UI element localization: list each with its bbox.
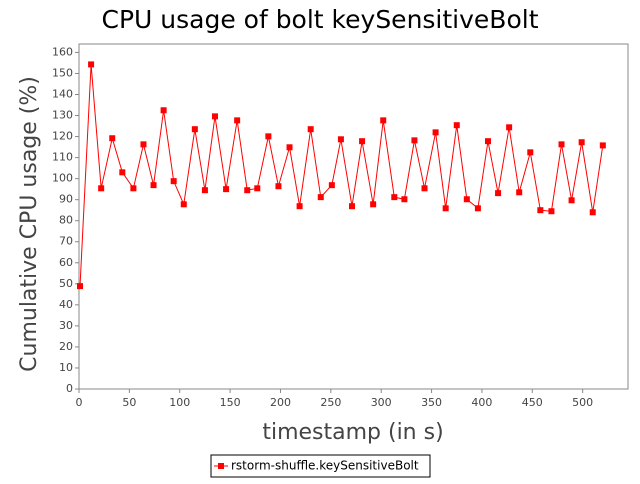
y-tick-label: 70 [59,235,73,248]
point [234,117,241,124]
x-tick-label: 500 [572,396,593,409]
y-tick-label: 150 [52,66,73,79]
point [401,196,408,203]
point [453,122,460,129]
y-tick-label: 20 [59,340,73,353]
x-tick-label: 0 [76,396,83,409]
point [527,149,534,156]
point [442,205,449,212]
point [286,144,293,151]
y-tick-label: 50 [59,277,73,290]
point [296,203,303,210]
point [516,189,523,196]
point [223,186,230,193]
point [275,183,282,190]
y-tick-label: 130 [52,109,73,122]
point [568,197,575,204]
point [254,185,261,192]
legend-label: rstorm-shuffle.keySensitiveBolt [231,459,419,473]
y-tick-label: 40 [59,298,73,311]
x-tick-label: 100 [169,396,190,409]
y-axis-label: Cumulative CPU usage (%) [17,76,42,372]
point [244,187,251,194]
y-tick-label: 80 [59,214,73,227]
x-tick-label: 150 [220,396,241,409]
point [558,141,565,148]
point [109,135,116,142]
y-tick-label: 10 [59,361,73,374]
x-tick-label: 50 [122,396,136,409]
point [432,129,439,136]
point [474,205,481,212]
point [421,185,428,192]
point [589,209,596,216]
y-tick-label: 140 [52,87,73,100]
point [150,182,157,189]
point [599,142,606,149]
y-tick-label: 160 [52,45,73,58]
point [578,139,585,146]
y-tick-label: 100 [52,172,73,185]
point [411,137,418,144]
point [506,124,513,131]
y-tick-label: 120 [52,130,73,143]
point [88,61,95,68]
point [537,207,544,214]
plot-area [78,43,629,390]
point [265,133,272,140]
point [191,126,198,133]
point [170,178,177,185]
point [337,136,344,143]
x-tick-label: 350 [421,396,442,409]
point [119,169,126,176]
x-tick-label: 450 [522,396,543,409]
point [495,190,502,197]
point [463,196,470,203]
x-tick-label: 200 [270,396,291,409]
point [77,283,84,290]
point [130,185,137,192]
y-tick-label: 110 [52,151,73,164]
point [359,138,366,145]
y-tick-label: 90 [59,193,73,206]
point [180,201,187,208]
x-tick-label: 300 [371,396,392,409]
point [484,138,491,145]
chart-title: CPU usage of bolt keySensitiveBolt [101,5,538,34]
point [391,194,398,201]
point [98,185,105,192]
legend-swatch [218,463,224,469]
point [140,141,147,148]
x-axis-label: timestamp (in s) [262,420,443,445]
point [380,117,387,124]
point [211,113,218,120]
point [307,126,314,133]
y-tick-label: 30 [59,319,73,332]
x-tick-label: 400 [471,396,492,409]
point [317,194,324,201]
point [370,201,377,208]
point [201,187,208,194]
y-tick-label: 60 [59,256,73,269]
point [348,203,355,210]
point [328,182,335,189]
y-tick-label: 0 [66,382,73,395]
point [548,208,555,215]
legend [210,454,431,478]
point [160,107,167,114]
x-tick-label: 250 [320,396,341,409]
